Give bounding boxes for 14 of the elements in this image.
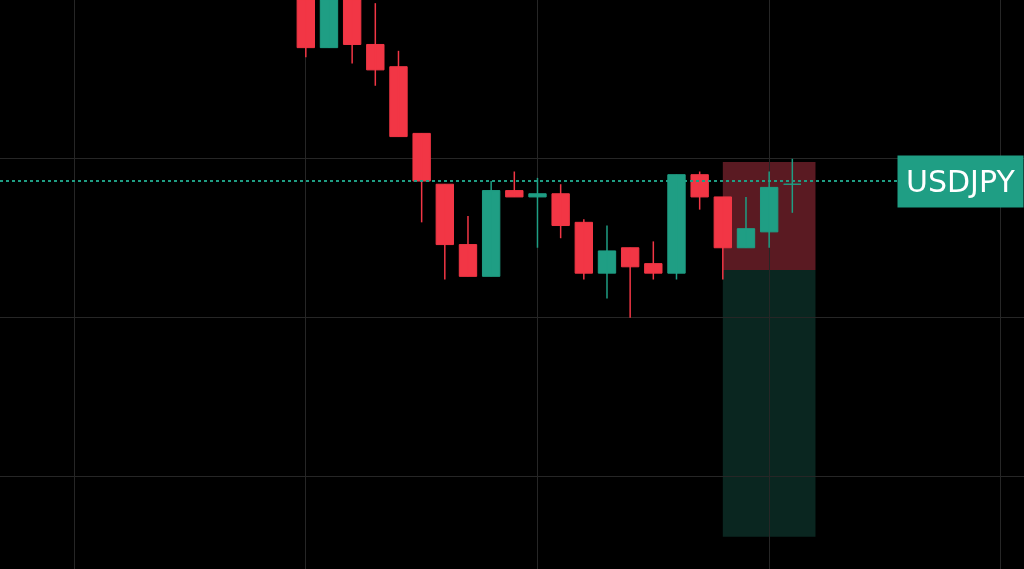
candlestick: [505, 170, 524, 198]
candlestick: [366, 2, 385, 87]
candlestick: [690, 170, 709, 211]
candlestick: [296, 0, 315, 58]
candlestick: [574, 218, 594, 281]
candlestick: [389, 50, 408, 138]
ref-line-label: USDJPY: [906, 164, 1016, 199]
candlestick: [319, 0, 339, 49]
candlestick: [412, 132, 431, 224]
candlestick: [644, 240, 663, 281]
candlestick: [597, 224, 617, 300]
candlestick: [435, 183, 454, 281]
candlestick: [713, 196, 733, 281]
candlestick: [551, 183, 570, 239]
